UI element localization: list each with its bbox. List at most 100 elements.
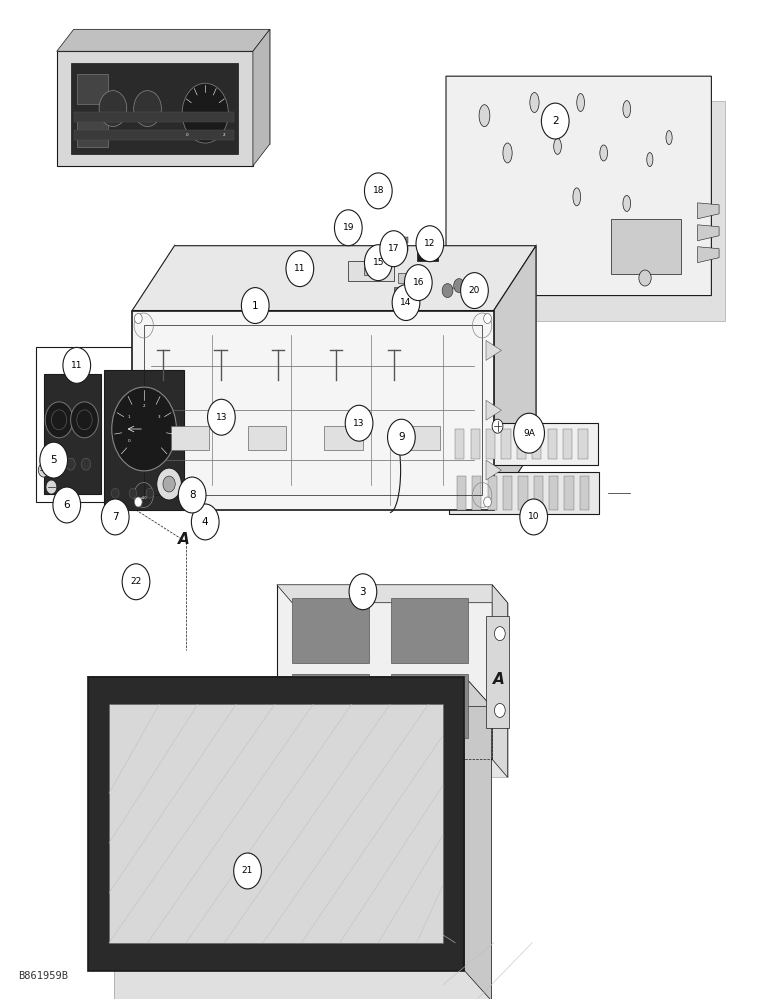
Text: 13: 13 [354, 419, 365, 428]
Polygon shape [465, 677, 492, 1000]
Text: 1: 1 [127, 415, 130, 419]
Polygon shape [564, 476, 574, 510]
Text: 0: 0 [127, 439, 130, 443]
Polygon shape [132, 311, 493, 510]
Text: 22: 22 [130, 577, 141, 586]
Text: 20: 20 [469, 286, 480, 295]
Circle shape [541, 103, 569, 139]
Ellipse shape [600, 145, 608, 161]
Text: 5: 5 [50, 455, 57, 465]
Circle shape [242, 288, 269, 323]
Polygon shape [132, 246, 536, 311]
Circle shape [639, 270, 652, 286]
Polygon shape [580, 476, 589, 510]
Circle shape [70, 402, 98, 438]
Circle shape [182, 83, 229, 143]
Polygon shape [386, 237, 408, 243]
Text: 0: 0 [185, 133, 188, 137]
Text: 3: 3 [360, 587, 366, 597]
Polygon shape [457, 476, 466, 510]
Text: 9A: 9A [523, 429, 535, 438]
Circle shape [191, 504, 219, 540]
Polygon shape [401, 426, 440, 450]
Polygon shape [292, 603, 507, 777]
Text: 11: 11 [71, 361, 83, 370]
Circle shape [520, 499, 547, 535]
Circle shape [466, 286, 476, 300]
Circle shape [392, 285, 420, 321]
Circle shape [208, 399, 235, 435]
Circle shape [364, 245, 392, 281]
Circle shape [66, 458, 75, 470]
Circle shape [340, 220, 354, 238]
Polygon shape [44, 374, 101, 494]
Text: 12: 12 [424, 239, 435, 248]
Text: 6: 6 [63, 500, 70, 510]
Polygon shape [698, 225, 719, 241]
Circle shape [129, 488, 137, 498]
Polygon shape [394, 287, 414, 301]
Ellipse shape [479, 105, 490, 127]
Polygon shape [171, 426, 209, 450]
Ellipse shape [623, 195, 631, 211]
Polygon shape [518, 476, 527, 510]
Polygon shape [386, 245, 408, 251]
Circle shape [122, 564, 150, 600]
Polygon shape [486, 429, 495, 459]
Circle shape [454, 279, 465, 293]
Text: 17: 17 [388, 244, 399, 253]
Circle shape [178, 477, 206, 513]
Polygon shape [486, 340, 501, 360]
Polygon shape [292, 598, 369, 663]
Text: x10: x10 [141, 496, 147, 500]
Text: 4: 4 [202, 517, 208, 527]
Text: 13: 13 [215, 413, 227, 422]
Text: 19: 19 [343, 223, 354, 232]
Circle shape [513, 413, 544, 453]
Polygon shape [488, 476, 496, 510]
Circle shape [405, 265, 432, 301]
Circle shape [493, 419, 503, 433]
Text: 18: 18 [373, 186, 384, 195]
Circle shape [380, 231, 408, 267]
Polygon shape [563, 429, 572, 459]
Polygon shape [448, 423, 598, 465]
Polygon shape [398, 273, 413, 283]
Circle shape [46, 402, 73, 438]
Circle shape [134, 91, 161, 127]
Polygon shape [73, 29, 270, 144]
Polygon shape [493, 585, 507, 777]
Circle shape [40, 442, 67, 478]
Polygon shape [501, 429, 510, 459]
Polygon shape [446, 76, 711, 296]
Polygon shape [391, 598, 468, 663]
Circle shape [484, 314, 492, 323]
Circle shape [134, 497, 142, 507]
Polygon shape [277, 585, 507, 603]
Polygon shape [292, 674, 369, 738]
Circle shape [442, 284, 453, 298]
Polygon shape [248, 426, 286, 450]
Circle shape [146, 488, 154, 498]
Polygon shape [364, 267, 384, 275]
Text: 2: 2 [552, 116, 558, 126]
Circle shape [99, 91, 127, 127]
Circle shape [364, 173, 392, 209]
Circle shape [286, 251, 313, 287]
Text: 2: 2 [143, 404, 145, 408]
Polygon shape [486, 460, 501, 480]
Text: 14: 14 [401, 298, 411, 307]
Polygon shape [57, 51, 253, 166]
Polygon shape [253, 29, 270, 166]
Polygon shape [417, 239, 438, 261]
Circle shape [39, 463, 49, 477]
Circle shape [47, 458, 56, 470]
Polygon shape [103, 370, 185, 510]
Polygon shape [698, 247, 719, 263]
Polygon shape [486, 400, 501, 420]
Polygon shape [70, 63, 238, 154]
Circle shape [81, 458, 90, 470]
Circle shape [494, 703, 505, 717]
Polygon shape [277, 585, 493, 759]
Text: B861959B: B861959B [19, 971, 68, 981]
